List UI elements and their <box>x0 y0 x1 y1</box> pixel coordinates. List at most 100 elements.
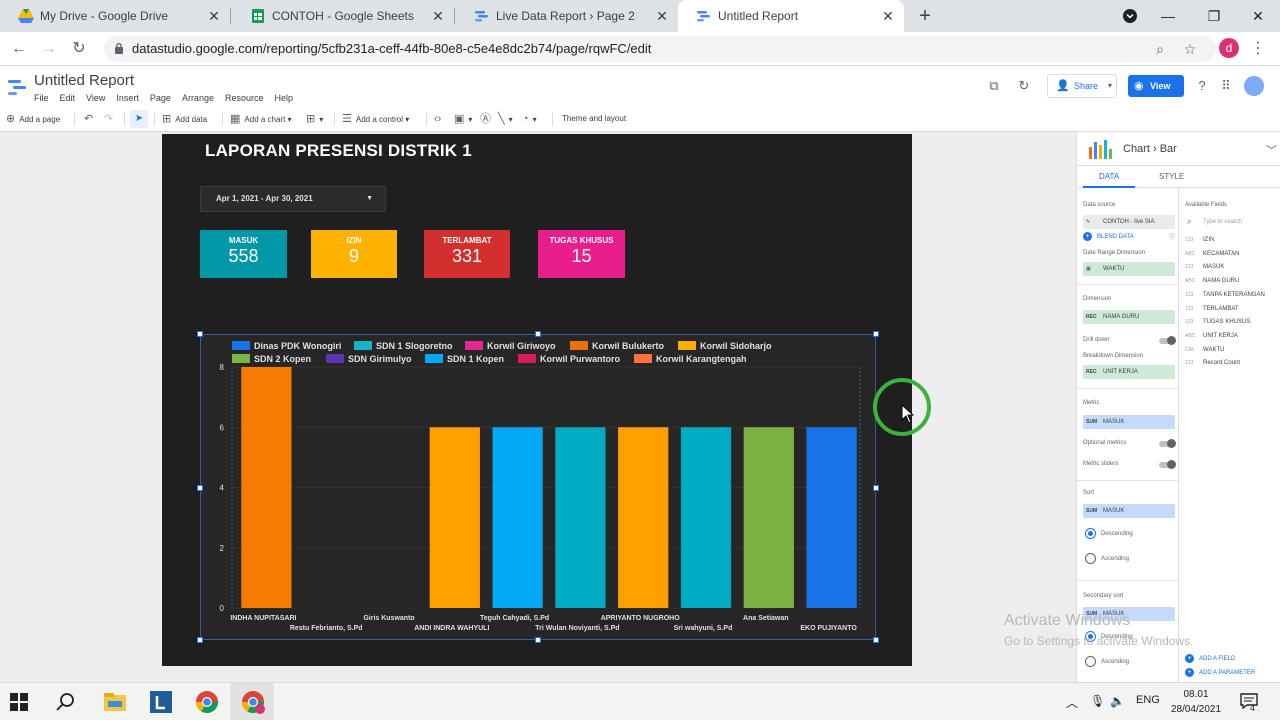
text-icon[interactable]: Ⓐ <box>480 113 491 125</box>
windows-start-icon[interactable] <box>10 693 28 711</box>
metric-sliders-toggle[interactable] <box>1159 460 1176 469</box>
legend-item[interactable]: Korwil Purwantoro <box>518 353 620 365</box>
chrome-icon[interactable] <box>194 689 220 715</box>
refresh-data-icon[interactable]: ↻ <box>1018 78 1030 93</box>
tab-data[interactable]: DATA <box>1099 172 1120 181</box>
community-viz-icon[interactable]: ⊞ ▾ <box>306 113 324 125</box>
image-icon[interactable]: ▣ ▾ <box>454 113 473 125</box>
copy-report-icon[interactable]: ⧉ <box>989 78 999 93</box>
omnibox[interactable]: datastudio.google.com/reporting/5cfb231a… <box>104 36 1216 62</box>
add-chart-button[interactable]: ▦ Add a chart ▾ <box>230 113 292 125</box>
tray-chevron-up-icon[interactable]: ︿ <box>1066 696 1079 710</box>
sort-ascending-radio[interactable] <box>1085 553 1096 564</box>
scorecard-masuk[interactable]: MASUK 558 <box>200 230 287 278</box>
restore-icon[interactable]: ❐ <box>1207 8 1221 24</box>
blend-data-link[interactable]: + BLEND DATA <box>1083 232 1134 241</box>
view-button[interactable]: ◉ View <box>1128 75 1184 97</box>
shape-icon[interactable]: ◔ ▾ <box>522 113 537 125</box>
resize-handle[interactable] <box>535 331 541 337</box>
tab-live-data-report[interactable]: Live Data Report › Page 2 ✕ <box>456 0 678 32</box>
date-range-dimension-chip[interactable]: ▦ WAKTU <box>1083 262 1175 276</box>
drill-down-toggle[interactable] <box>1159 336 1176 345</box>
metric-chip[interactable]: SUM MASUK <box>1083 415 1175 429</box>
system-clock[interactable]: 08.01 28/04/2021 <box>1168 687 1224 717</box>
secondary-descending-radio[interactable] <box>1085 631 1096 642</box>
bar[interactable] <box>429 427 480 608</box>
menu-insert[interactable]: Insert <box>116 93 139 103</box>
optional-metrics-toggle[interactable] <box>1159 439 1176 448</box>
bar[interactable] <box>241 367 292 608</box>
select-pointer-icon[interactable]: ➤ <box>130 110 148 128</box>
resize-handle[interactable] <box>873 637 879 643</box>
field-item[interactable]: 123 TUGAS KHUSUS <box>1185 317 1250 327</box>
menu-edit[interactable]: Edit <box>59 93 76 103</box>
resize-handle[interactable] <box>197 485 203 491</box>
field-item[interactable]: CAL WAKTU <box>1185 345 1224 355</box>
forward-arrow-icon[interactable]: → <box>41 40 57 57</box>
account-avatar[interactable] <box>1244 76 1264 96</box>
tab-close-icon[interactable]: ✕ <box>208 8 220 24</box>
legend-item[interactable]: SDN 1 Kopen <box>425 353 504 365</box>
field-item[interactable]: ABC KECAMATAN <box>1185 249 1239 259</box>
legend-item[interactable]: Korwil Giriwoyo <box>465 340 556 352</box>
resize-handle[interactable] <box>197 331 203 337</box>
scorecard-terlambat[interactable]: TERLAMBAT 331 <box>424 230 510 278</box>
field-item[interactable]: 123 TANPA KETERANGAN <box>1185 290 1265 300</box>
apps-grid-icon[interactable]: ⠿ <box>1221 78 1231 93</box>
field-item[interactable]: ABC UNIT KERJA <box>1185 331 1238 341</box>
undo-icon[interactable]: ↶ <box>84 113 94 125</box>
minimize-icon[interactable]: — <box>1161 8 1175 24</box>
tab-google-drive[interactable]: My Drive - Google Drive ✕ <box>0 0 230 32</box>
legend-item[interactable]: Dinas PDK Wonogiri <box>232 340 341 352</box>
line-icon[interactable]: ╲ ▾ <box>498 113 513 125</box>
bar[interactable] <box>680 427 732 608</box>
bar[interactable] <box>555 427 606 608</box>
field-item[interactable]: 123 TERLAMBAT <box>1185 304 1239 314</box>
file-explorer-icon[interactable] <box>102 689 128 715</box>
url-text[interactable]: datastudio.google.com/reporting/5cfb231a… <box>132 41 652 56</box>
tab-google-sheets[interactable]: CONTOH - Google Sheets ✕ <box>232 0 454 32</box>
field-item[interactable]: 123 MASUK <box>1185 262 1224 272</box>
legend-item[interactable]: SDN Girimulyo <box>326 353 412 365</box>
reload-icon[interactable]: ↻ <box>72 40 86 57</box>
browser-menu-icon[interactable]: ⋮ <box>1250 40 1266 57</box>
browser-profile-avatar[interactable]: d <box>1219 38 1239 58</box>
bookmark-star-icon[interactable]: ☆ <box>1183 41 1197 57</box>
menu-arrange[interactable]: Arrange <box>181 93 214 103</box>
field-item[interactable]: ABC NAMA GURU <box>1185 276 1239 286</box>
sort-chip[interactable]: SUM MASUK <box>1083 504 1175 518</box>
tab-untitled-report[interactable]: Untitled Report ✕ <box>678 0 904 32</box>
resize-handle[interactable] <box>873 485 879 491</box>
bar-chart-type-icon[interactable] <box>1087 139 1115 159</box>
menu-view[interactable]: View <box>86 93 106 103</box>
chrome-profile-icon[interactable] <box>240 689 266 715</box>
tab-style[interactable]: STYLE <box>1159 172 1185 181</box>
embed-url-icon[interactable]: ‹› <box>434 113 442 125</box>
add-field-link[interactable]: + ADD A FIELD <box>1185 654 1235 663</box>
notification-icon[interactable] <box>1240 693 1258 709</box>
date-range-control[interactable]: Apr 1, 2021 - Apr 30, 2021 ▼ <box>200 186 386 212</box>
add-parameter-link[interactable]: + ADD A PARAMETER <box>1185 668 1255 677</box>
tab-close-icon[interactable]: ✕ <box>882 8 894 24</box>
tab-search-icon[interactable] <box>1118 4 1142 28</box>
new-tab-plus-icon[interactable]: + <box>919 5 931 27</box>
data-source-chip[interactable]: ✎ CONTOH - live SIA <box>1083 215 1175 229</box>
resize-handle[interactable] <box>197 637 203 643</box>
add-data-button[interactable]: ⊞ Add data <box>162 111 207 127</box>
field-item[interactable]: 123 IZIN <box>1185 235 1214 245</box>
legend-item[interactable]: SDN 1 Slogoretno <box>354 340 453 352</box>
chevron-down-icon[interactable]: ▾ <box>1107 81 1112 90</box>
chevron-down-icon[interactable]: ﹀ <box>1266 145 1277 157</box>
bar[interactable] <box>743 427 794 608</box>
secondary-sort-chip[interactable]: SUM MASUK <box>1083 607 1175 621</box>
legend-item[interactable]: SDN 2 Kopen <box>232 353 311 365</box>
scorecard-tugas-khusus[interactable]: TUGAS KHUSUS 15 <box>538 230 625 278</box>
share-button[interactable]: 👤 Share ▾ <box>1047 74 1117 98</box>
menu-file[interactable]: File <box>34 93 49 103</box>
legend-item[interactable]: Korwil Bulukerto <box>570 340 664 352</box>
help-icon[interactable]: ? <box>1198 78 1206 93</box>
field-search-input[interactable]: ⌕ Type to search <box>1185 216 1275 228</box>
bar[interactable] <box>806 427 857 608</box>
add-page-button[interactable]: ⊕ Add a page <box>6 111 60 127</box>
zoom-magnifier-icon[interactable]: ⌕ <box>1156 41 1164 57</box>
